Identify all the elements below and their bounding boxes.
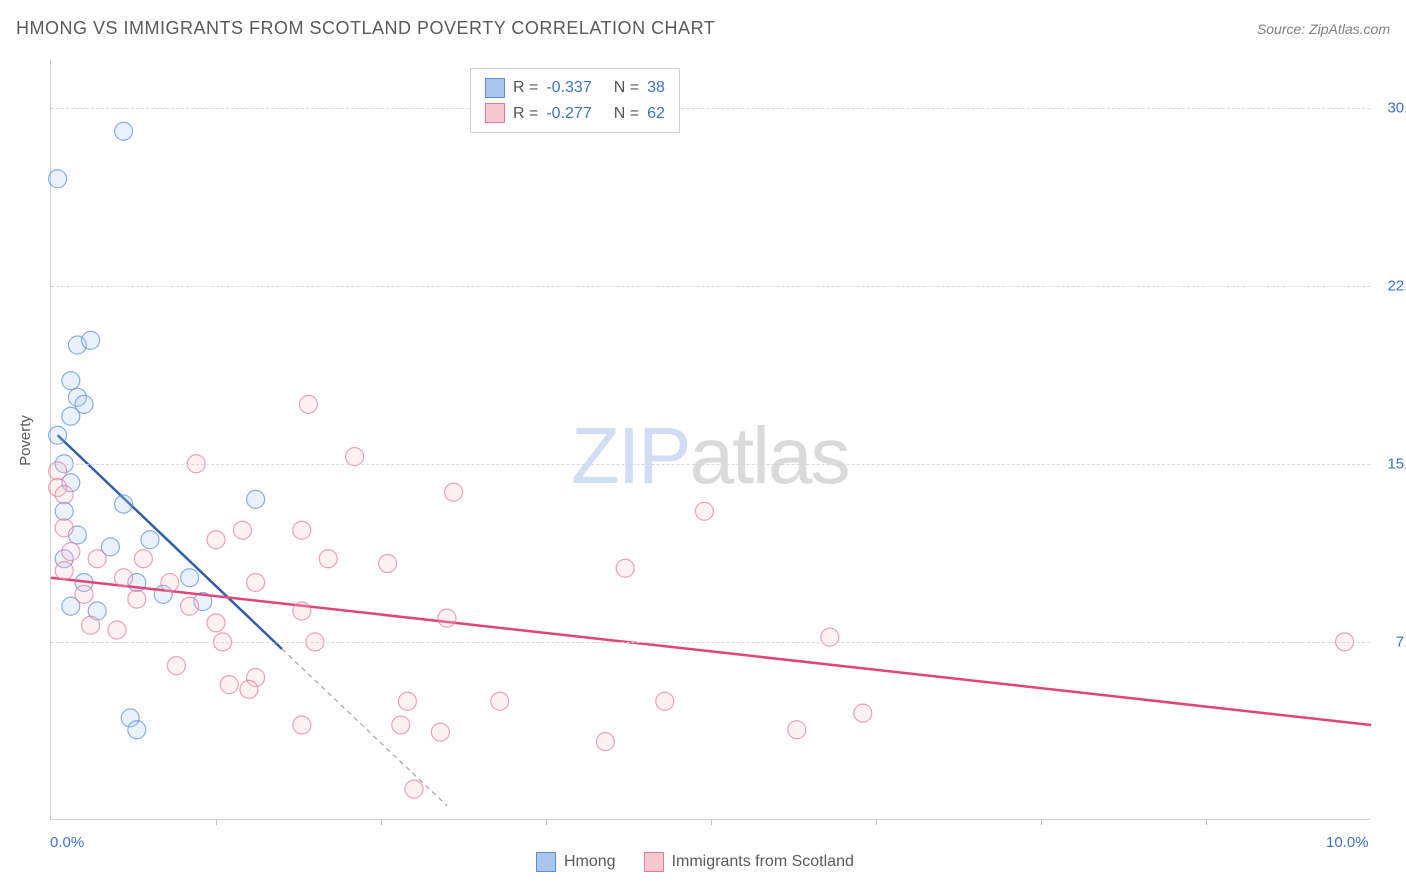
data-point — [616, 559, 634, 577]
data-point — [55, 486, 73, 504]
data-point — [788, 721, 806, 739]
legend-item-hmong: Hmong — [536, 852, 616, 872]
data-point — [247, 574, 265, 592]
correlation-legend: R = -0.337 N = 38 R = -0.277 N = 62 — [470, 68, 680, 133]
data-point — [134, 550, 152, 568]
data-point — [438, 609, 456, 627]
x-tick-mark — [711, 819, 712, 825]
data-point — [240, 680, 258, 698]
y-axis-label: Poverty — [17, 415, 34, 466]
legend-label-hmong: Hmong — [564, 853, 616, 871]
data-point — [62, 543, 80, 561]
data-point — [82, 616, 100, 634]
gridline-h — [51, 286, 1370, 287]
series-legend: Hmong Immigrants from Scotland — [536, 852, 854, 872]
data-point — [379, 555, 397, 573]
x-tick-mark — [381, 819, 382, 825]
x-tick-mark — [546, 819, 547, 825]
correlation-row: R = -0.277 N = 62 — [485, 101, 665, 127]
x-tick-mark — [216, 819, 217, 825]
data-point — [293, 716, 311, 734]
data-point — [181, 569, 199, 587]
legend-swatch — [485, 103, 505, 123]
data-point — [128, 721, 146, 739]
x-axis-max: 10.0% — [1326, 834, 1369, 851]
r-label: R = — [513, 101, 538, 127]
scatter-svg — [51, 60, 1370, 819]
data-point — [398, 692, 416, 710]
data-point — [299, 395, 317, 413]
gridline-h — [51, 642, 1370, 643]
legend-swatch-hmong — [536, 852, 556, 872]
data-point — [247, 490, 265, 508]
data-point — [55, 562, 73, 580]
correlation-row: R = -0.337 N = 38 — [485, 75, 665, 101]
r-value: -0.337 — [546, 75, 591, 101]
data-point — [167, 657, 185, 675]
data-point — [854, 704, 872, 722]
data-point — [108, 621, 126, 639]
y-tick-label: 22.5% — [1375, 277, 1406, 294]
r-label: R = — [513, 75, 538, 101]
data-point — [75, 585, 93, 603]
legend-label-scotland: Immigrants from Scotland — [672, 853, 854, 871]
y-tick-label: 15.0% — [1375, 455, 1406, 472]
data-point — [207, 531, 225, 549]
data-point — [88, 550, 106, 568]
data-point — [431, 723, 449, 741]
data-point — [293, 602, 311, 620]
x-tick-mark — [1206, 819, 1207, 825]
data-point — [293, 521, 311, 539]
data-point — [128, 590, 146, 608]
gridline-h — [51, 464, 1370, 465]
y-tick-label: 7.5% — [1375, 633, 1406, 650]
legend-swatch-scotland — [644, 852, 664, 872]
x-axis-min: 0.0% — [50, 834, 84, 851]
gridline-h — [51, 108, 1370, 109]
y-tick-label: 30.0% — [1375, 99, 1406, 116]
data-point — [392, 716, 410, 734]
data-point — [695, 502, 713, 520]
x-tick-mark — [1041, 819, 1042, 825]
r-value: -0.277 — [546, 101, 591, 127]
chart-title: HMONG VS IMMIGRANTS FROM SCOTLAND POVERT… — [16, 18, 715, 39]
source-label: Source: ZipAtlas.com — [1257, 21, 1390, 37]
data-point — [596, 733, 614, 751]
data-point — [161, 574, 179, 592]
data-point — [49, 426, 67, 444]
data-point — [115, 569, 133, 587]
n-label: N = — [614, 101, 639, 127]
data-point — [141, 531, 159, 549]
x-tick-mark — [876, 819, 877, 825]
data-point — [233, 521, 251, 539]
chart-plot-area: ZIPatlas 7.5%15.0%22.5%30.0% — [50, 60, 1370, 820]
data-point — [207, 614, 225, 632]
n-value: 62 — [647, 101, 665, 127]
data-point — [220, 676, 238, 694]
data-point — [821, 628, 839, 646]
n-label: N = — [614, 75, 639, 101]
data-point — [55, 519, 73, 537]
data-point — [491, 692, 509, 710]
data-point — [405, 780, 423, 798]
trend-line — [51, 578, 1371, 725]
data-point — [82, 331, 100, 349]
legend-swatch — [485, 78, 505, 98]
data-point — [115, 122, 133, 140]
data-point — [319, 550, 337, 568]
data-point — [55, 502, 73, 520]
header: HMONG VS IMMIGRANTS FROM SCOTLAND POVERT… — [16, 18, 1390, 39]
data-point — [656, 692, 674, 710]
y-axis-label-container: Poverty — [10, 60, 40, 820]
n-value: 38 — [647, 75, 665, 101]
data-point — [445, 483, 463, 501]
data-point — [115, 495, 133, 513]
legend-item-scotland: Immigrants from Scotland — [644, 852, 854, 872]
data-point — [181, 597, 199, 615]
data-point — [62, 372, 80, 390]
data-point — [62, 407, 80, 425]
data-point — [49, 170, 67, 188]
